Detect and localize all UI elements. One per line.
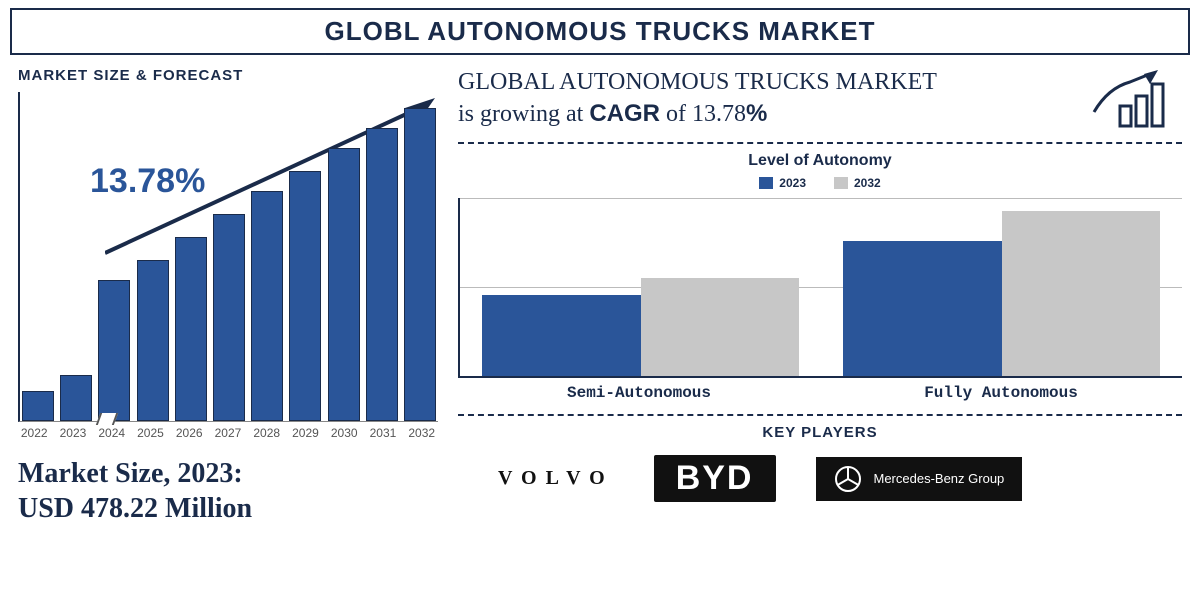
key-players-row: VOLVO BYD Mercedes-Benz Group — [458, 449, 1182, 502]
forecast-bar — [328, 148, 360, 421]
forecast-bar — [60, 375, 92, 421]
dashed-separator — [458, 142, 1182, 144]
legend-swatch — [759, 177, 773, 189]
forecast-year-label: 2030 — [328, 426, 360, 440]
forecast-bar — [404, 108, 436, 421]
autonomy-bar — [1002, 211, 1161, 377]
market-size-value: USD 478.22 Million — [18, 493, 252, 524]
forecast-bar — [213, 214, 245, 421]
autonomy-category-label: Fully Autonomous — [820, 384, 1182, 402]
forecast-bar — [22, 391, 54, 421]
forecast-year-label: 2025 — [134, 426, 166, 440]
forecast-bar-chart: 13.78% — [18, 92, 438, 422]
main-title: GLOBL AUTONOMOUS TRUCKS MARKET — [10, 8, 1190, 55]
autonomy-bar-chart — [458, 198, 1182, 378]
mercedes-label: Mercedes-Benz Group — [874, 471, 1005, 486]
forecast-year-label: 2029 — [289, 426, 321, 440]
legend-label: 2023 — [779, 176, 806, 190]
forecast-year-label: 2024 — [96, 426, 128, 440]
mercedes-star-icon — [834, 465, 862, 493]
forecast-year-label: 2022 — [18, 426, 50, 440]
forecast-year-label: 2026 — [173, 426, 205, 440]
forecast-bar — [175, 237, 207, 421]
autonomy-x-axis: Semi-AutonomousFully Autonomous — [458, 378, 1182, 402]
market-size-label: Market Size, 2023: — [18, 458, 243, 489]
autonomy-bar — [641, 278, 800, 376]
content-row: MARKET SIZE & FORECAST 13.78% 2022202320… — [0, 55, 1200, 526]
mercedes-benz-logo: Mercedes-Benz Group — [816, 457, 1023, 501]
autonomy-category-label: Semi-Autonomous — [458, 384, 820, 402]
byd-logo: BYD — [654, 455, 776, 502]
cagr-headline: GLOBAL AUTONOMOUS TRUCKS MARKET is growi… — [458, 67, 1182, 130]
headline-percent: % — [746, 100, 767, 127]
volvo-logo: VOLVO — [498, 467, 614, 490]
forecast-bar — [98, 280, 130, 421]
headline-pre: is growing at — [458, 101, 589, 127]
left-column: MARKET SIZE & FORECAST 13.78% 2022202320… — [18, 67, 438, 526]
headline-cagr-value: 13.78 — [692, 101, 746, 127]
forecast-bar — [289, 171, 321, 421]
market-size-callout: Market Size, 2023: USD 478.22 Million — [18, 456, 438, 526]
forecast-section-label: MARKET SIZE & FORECAST — [18, 67, 438, 84]
forecast-year-label: 2027 — [212, 426, 244, 440]
key-players-label: KEY PLAYERS — [458, 424, 1182, 441]
forecast-x-axis: 2022 2023 2024 2025 2026 2027 2028 2029 2030 2031… — [18, 422, 438, 440]
headline-line1: GLOBAL AUTONOMOUS TRUCKS MARKET — [458, 69, 937, 95]
forecast-bar — [366, 128, 398, 421]
legend-item: 2023 — [759, 176, 806, 190]
right-column: GLOBAL AUTONOMOUS TRUCKS MARKET is growi… — [458, 67, 1182, 526]
forecast-bar — [137, 260, 169, 421]
forecast-year-label: 2031 — [367, 426, 399, 440]
forecast-year-label: 2028 — [251, 426, 283, 440]
growth-chart-icon — [1090, 68, 1170, 128]
forecast-year-label: 2032 — [406, 426, 438, 440]
forecast-bar — [251, 191, 283, 421]
legend-item: 2032 — [834, 176, 881, 190]
autonomy-bar-group — [821, 198, 1182, 376]
dashed-separator — [458, 414, 1182, 416]
autonomy-bar — [482, 295, 641, 377]
legend-label: 2032 — [854, 176, 881, 190]
autonomy-legend: 2023 2032 — [458, 176, 1182, 190]
legend-swatch — [834, 177, 848, 189]
autonomy-chart-title: Level of Autonomy — [458, 152, 1182, 170]
headline-cagr-word: CAGR — [589, 100, 660, 127]
autonomy-bar — [843, 241, 1002, 376]
headline-of: of — [660, 101, 692, 127]
autonomy-bar-group — [460, 198, 821, 376]
forecast-year-label: 2023 — [57, 426, 89, 440]
